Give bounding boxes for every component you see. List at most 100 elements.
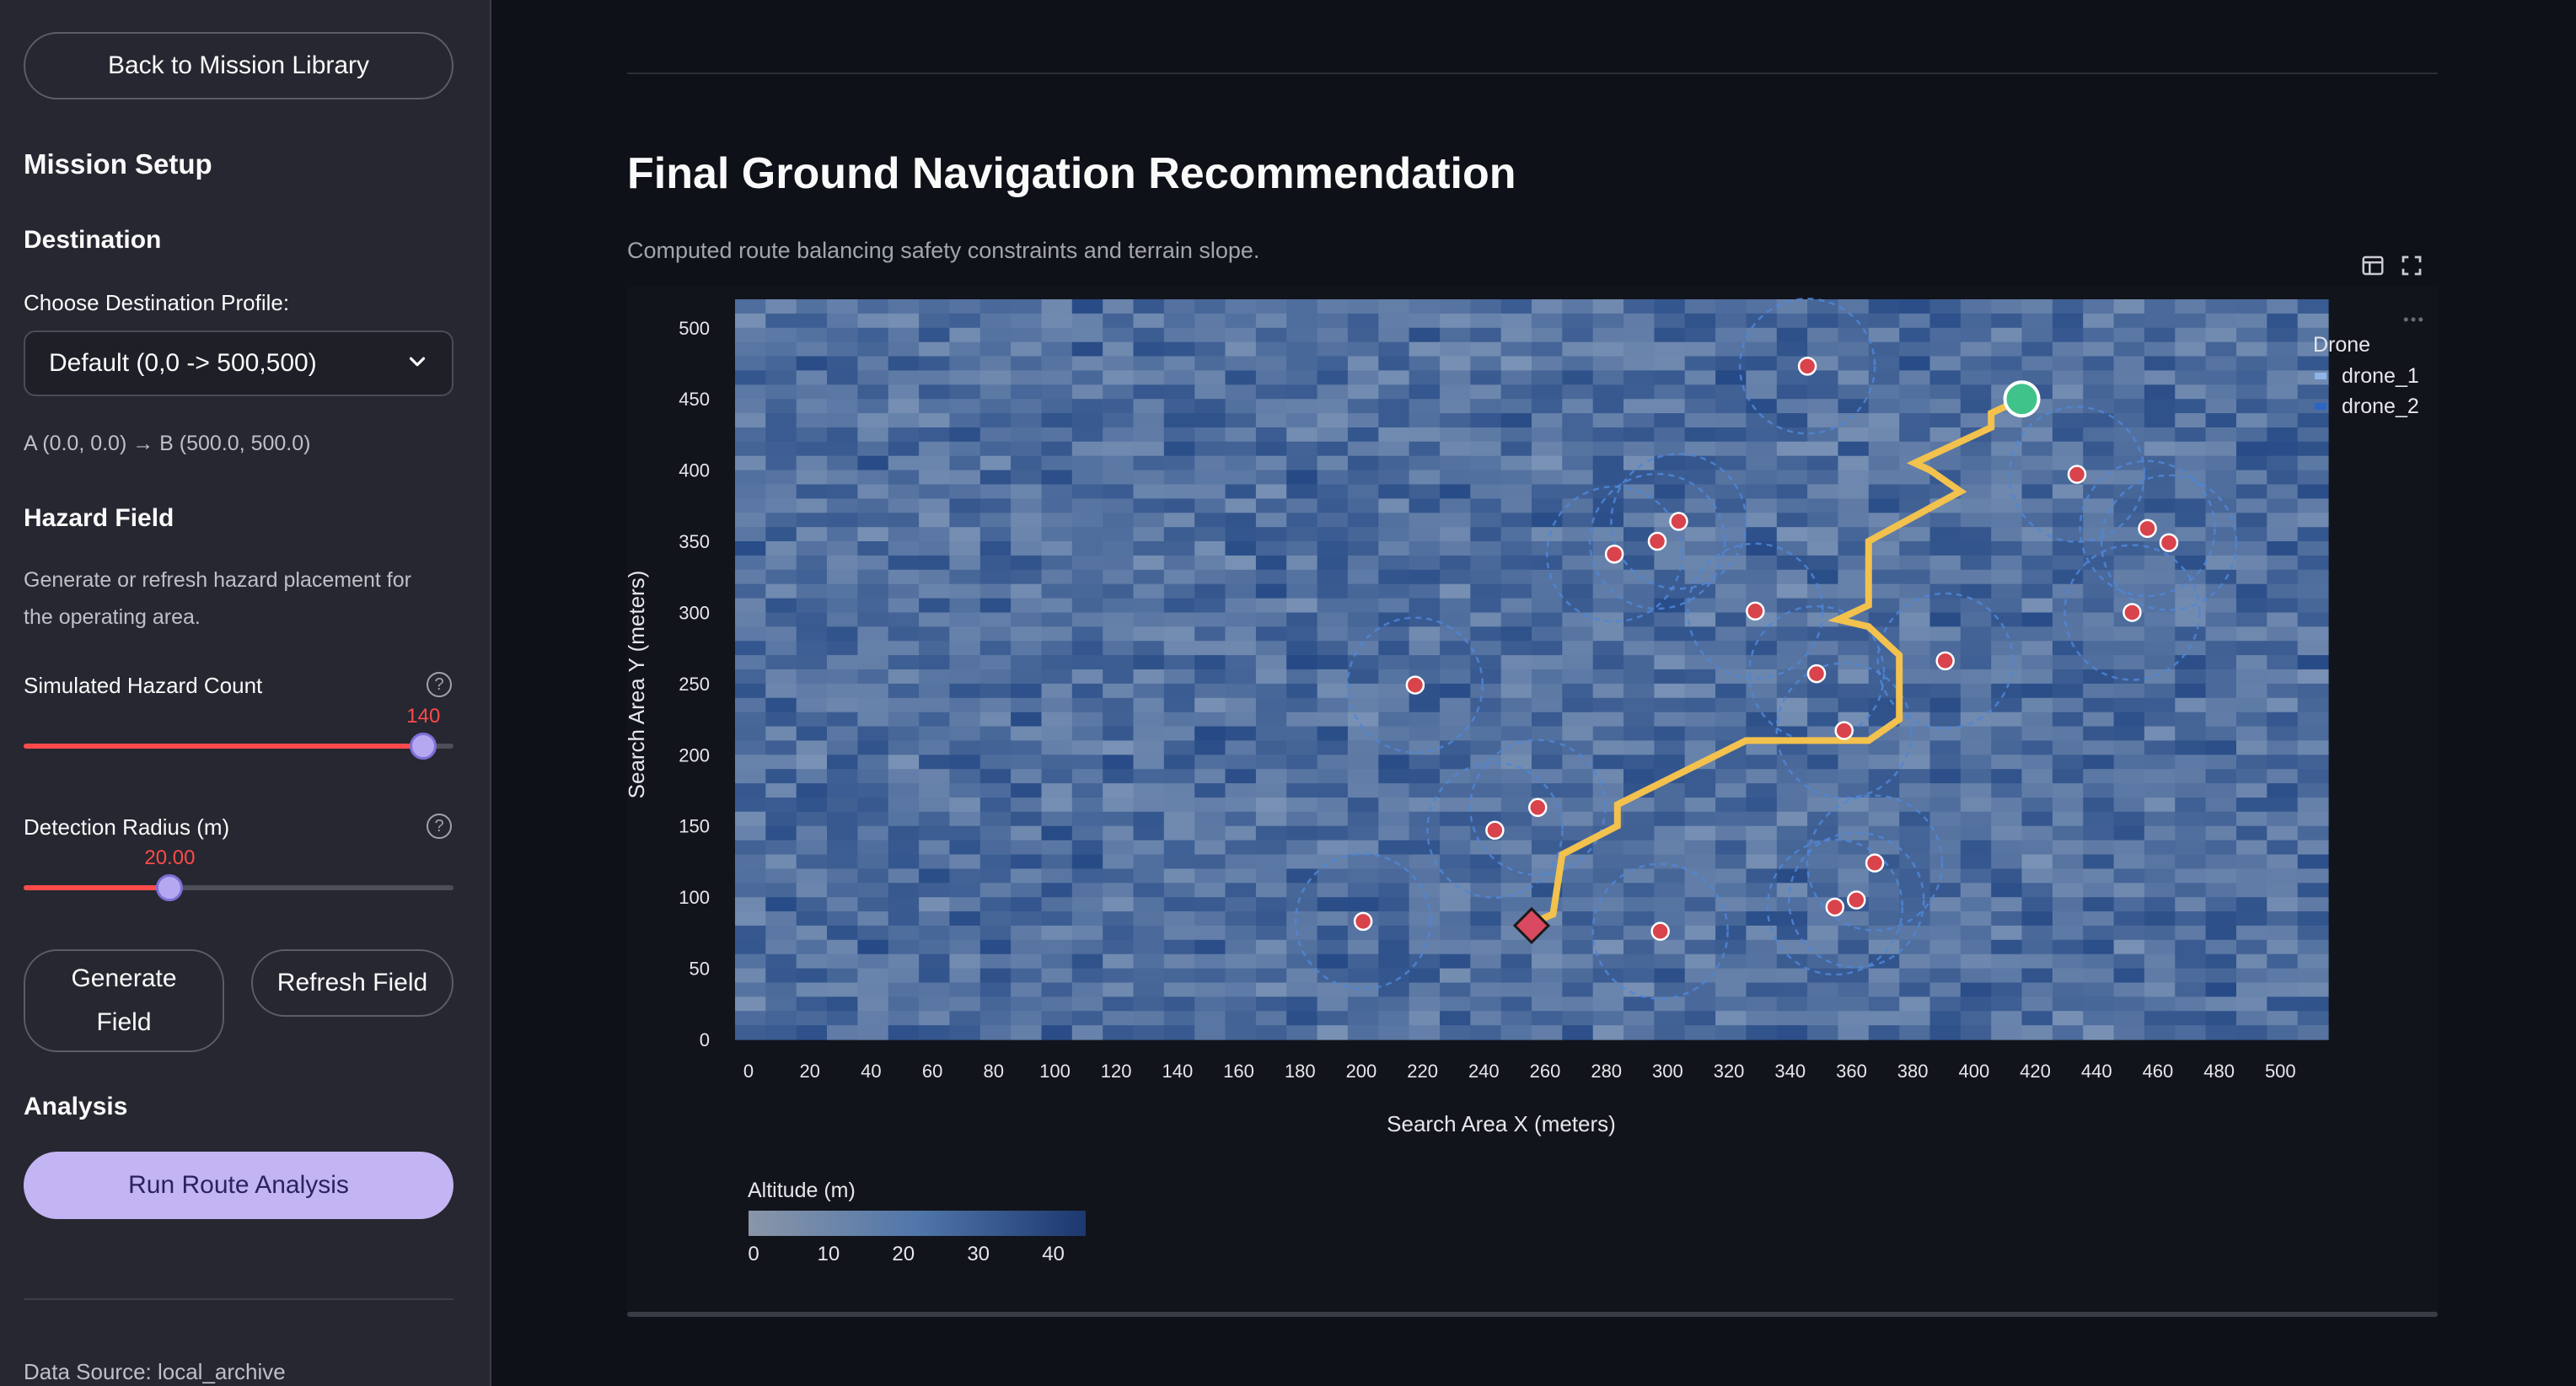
slider-thumb[interactable] — [156, 874, 184, 901]
heatmap-cell — [888, 641, 920, 656]
heatmap-cell — [796, 697, 828, 713]
heatmap-cell — [1286, 399, 1318, 414]
heatmap-cell — [1868, 299, 1900, 314]
heatmap-cell — [2083, 954, 2115, 970]
heatmap-cell — [1929, 313, 1962, 329]
heatmap-cell — [1899, 982, 1931, 997]
heatmap-cell — [1500, 341, 1532, 357]
heatmap-cell — [1500, 569, 1532, 585]
heatmap-cell — [1103, 626, 1135, 642]
heatmap-cell — [2113, 470, 2145, 486]
heatmap-cell — [1623, 925, 1655, 941]
heatmap-cell — [1011, 470, 1042, 486]
heatmap-cell — [2175, 883, 2207, 898]
heatmap-cell — [1500, 697, 1532, 713]
heatmap-cell — [735, 854, 766, 869]
heatmap-cell — [1991, 569, 2023, 585]
y-tick-label: 50 — [690, 959, 710, 980]
heatmap-cell — [1103, 583, 1135, 599]
fullscreen-icon[interactable] — [2399, 253, 2424, 278]
heatmap-cell — [1470, 299, 1502, 314]
heatmap-cell — [1532, 968, 1563, 984]
heatmap-cell — [2205, 697, 2237, 713]
heatmap-cell — [1378, 911, 1410, 927]
heatmap-cell — [1684, 527, 1716, 542]
heatmap-cell — [1715, 455, 1747, 471]
heatmap-cell — [1776, 484, 1808, 499]
heatmap-cell — [1255, 527, 1287, 542]
heatmap-cell — [1071, 441, 1103, 457]
heatmap-cell — [2175, 897, 2207, 912]
heatmap-cell — [1225, 569, 1257, 585]
heatmap-cell — [1500, 427, 1532, 443]
heatmap-cell — [2175, 997, 2207, 1012]
heatmap-cell — [765, 968, 797, 984]
heatmap-cell — [979, 399, 1012, 414]
hazard-count-slider[interactable] — [24, 733, 453, 760]
heatmap-cell — [1470, 612, 1502, 627]
heatmap-cell — [1991, 484, 2023, 499]
heatmap-cell — [1133, 697, 1165, 713]
generate-field-button[interactable]: Generate Field — [24, 949, 224, 1052]
heatmap-cell — [1255, 883, 1287, 898]
heatmap-cell — [2021, 726, 2053, 741]
heatmap-cell — [1562, 327, 1594, 343]
heatmap-cell — [1440, 697, 1471, 713]
heatmap-cell — [1684, 399, 1716, 414]
heatmap-cell — [2175, 825, 2207, 841]
heatmap-cell — [1225, 598, 1257, 614]
help-icon[interactable]: ? — [427, 672, 452, 697]
help-icon[interactable]: ? — [427, 814, 452, 839]
heatmap-cell — [1225, 825, 1257, 841]
refresh-field-button[interactable]: Refresh Field — [251, 949, 453, 1017]
heatmap-cell — [2144, 569, 2176, 585]
heatmap-cell — [1899, 626, 1931, 642]
heatmap-cell — [1654, 655, 1686, 670]
heatmap-cell — [1532, 1011, 1563, 1026]
heatmap-cell — [2021, 825, 2053, 841]
heatmap-cell — [2113, 769, 2145, 784]
heatmap-cell — [888, 356, 920, 371]
heatmap-cell — [1317, 883, 1349, 898]
table-icon[interactable] — [2360, 253, 2385, 278]
heatmap-cell — [2021, 811, 2053, 827]
heatmap-cell — [796, 356, 828, 371]
heatmap-cell — [1500, 327, 1532, 343]
run-route-analysis-button[interactable]: Run Route Analysis — [24, 1152, 453, 1219]
slider-thumb[interactable] — [410, 733, 437, 760]
heatmap-cell — [1103, 569, 1135, 585]
heatmap-cell — [1133, 427, 1165, 443]
heatmap-cell — [2236, 641, 2267, 656]
heatmap-cell — [1470, 470, 1502, 486]
heatmap-cell — [1163, 954, 1195, 970]
heatmap-cell — [1286, 897, 1318, 912]
heatmap-cell — [1440, 1025, 1471, 1040]
heatmap-cell — [1991, 370, 2023, 385]
heatmap-cell — [1715, 1025, 1747, 1040]
heatmap-cell — [1746, 569, 1778, 585]
heatmap-cell — [2021, 982, 2053, 997]
heatmap-cell — [1194, 598, 1226, 614]
heatmap-cell — [1194, 513, 1226, 528]
heatmap-cell — [888, 341, 920, 357]
heatmap-cell — [735, 712, 766, 728]
heatmap-cell — [1470, 726, 1502, 741]
heatmap-cell — [1868, 825, 1900, 841]
heatmap-cell — [1103, 384, 1135, 400]
heatmap-cell — [1684, 825, 1716, 841]
destination-select[interactable]: Default (0,0 -> 500,500) — [24, 330, 453, 396]
back-to-mission-library-button[interactable]: Back to Mission Library — [24, 32, 453, 99]
heatmap-cell — [2113, 883, 2145, 898]
heatmap-cell — [1071, 427, 1103, 443]
heatmap-cell — [2297, 299, 2329, 314]
heatmap-cell — [1071, 384, 1103, 400]
heatmap-cell — [1440, 798, 1471, 813]
heatmap-cell — [1532, 783, 1563, 798]
more-options-icon[interactable] — [2401, 307, 2426, 332]
detection-radius-slider[interactable] — [24, 874, 453, 901]
heatmap-cell — [1133, 356, 1165, 371]
heatmap-cell — [1562, 513, 1594, 528]
heatmap-cell — [888, 883, 920, 898]
heatmap-cell — [1899, 341, 1931, 357]
heatmap-cell — [2236, 840, 2267, 856]
